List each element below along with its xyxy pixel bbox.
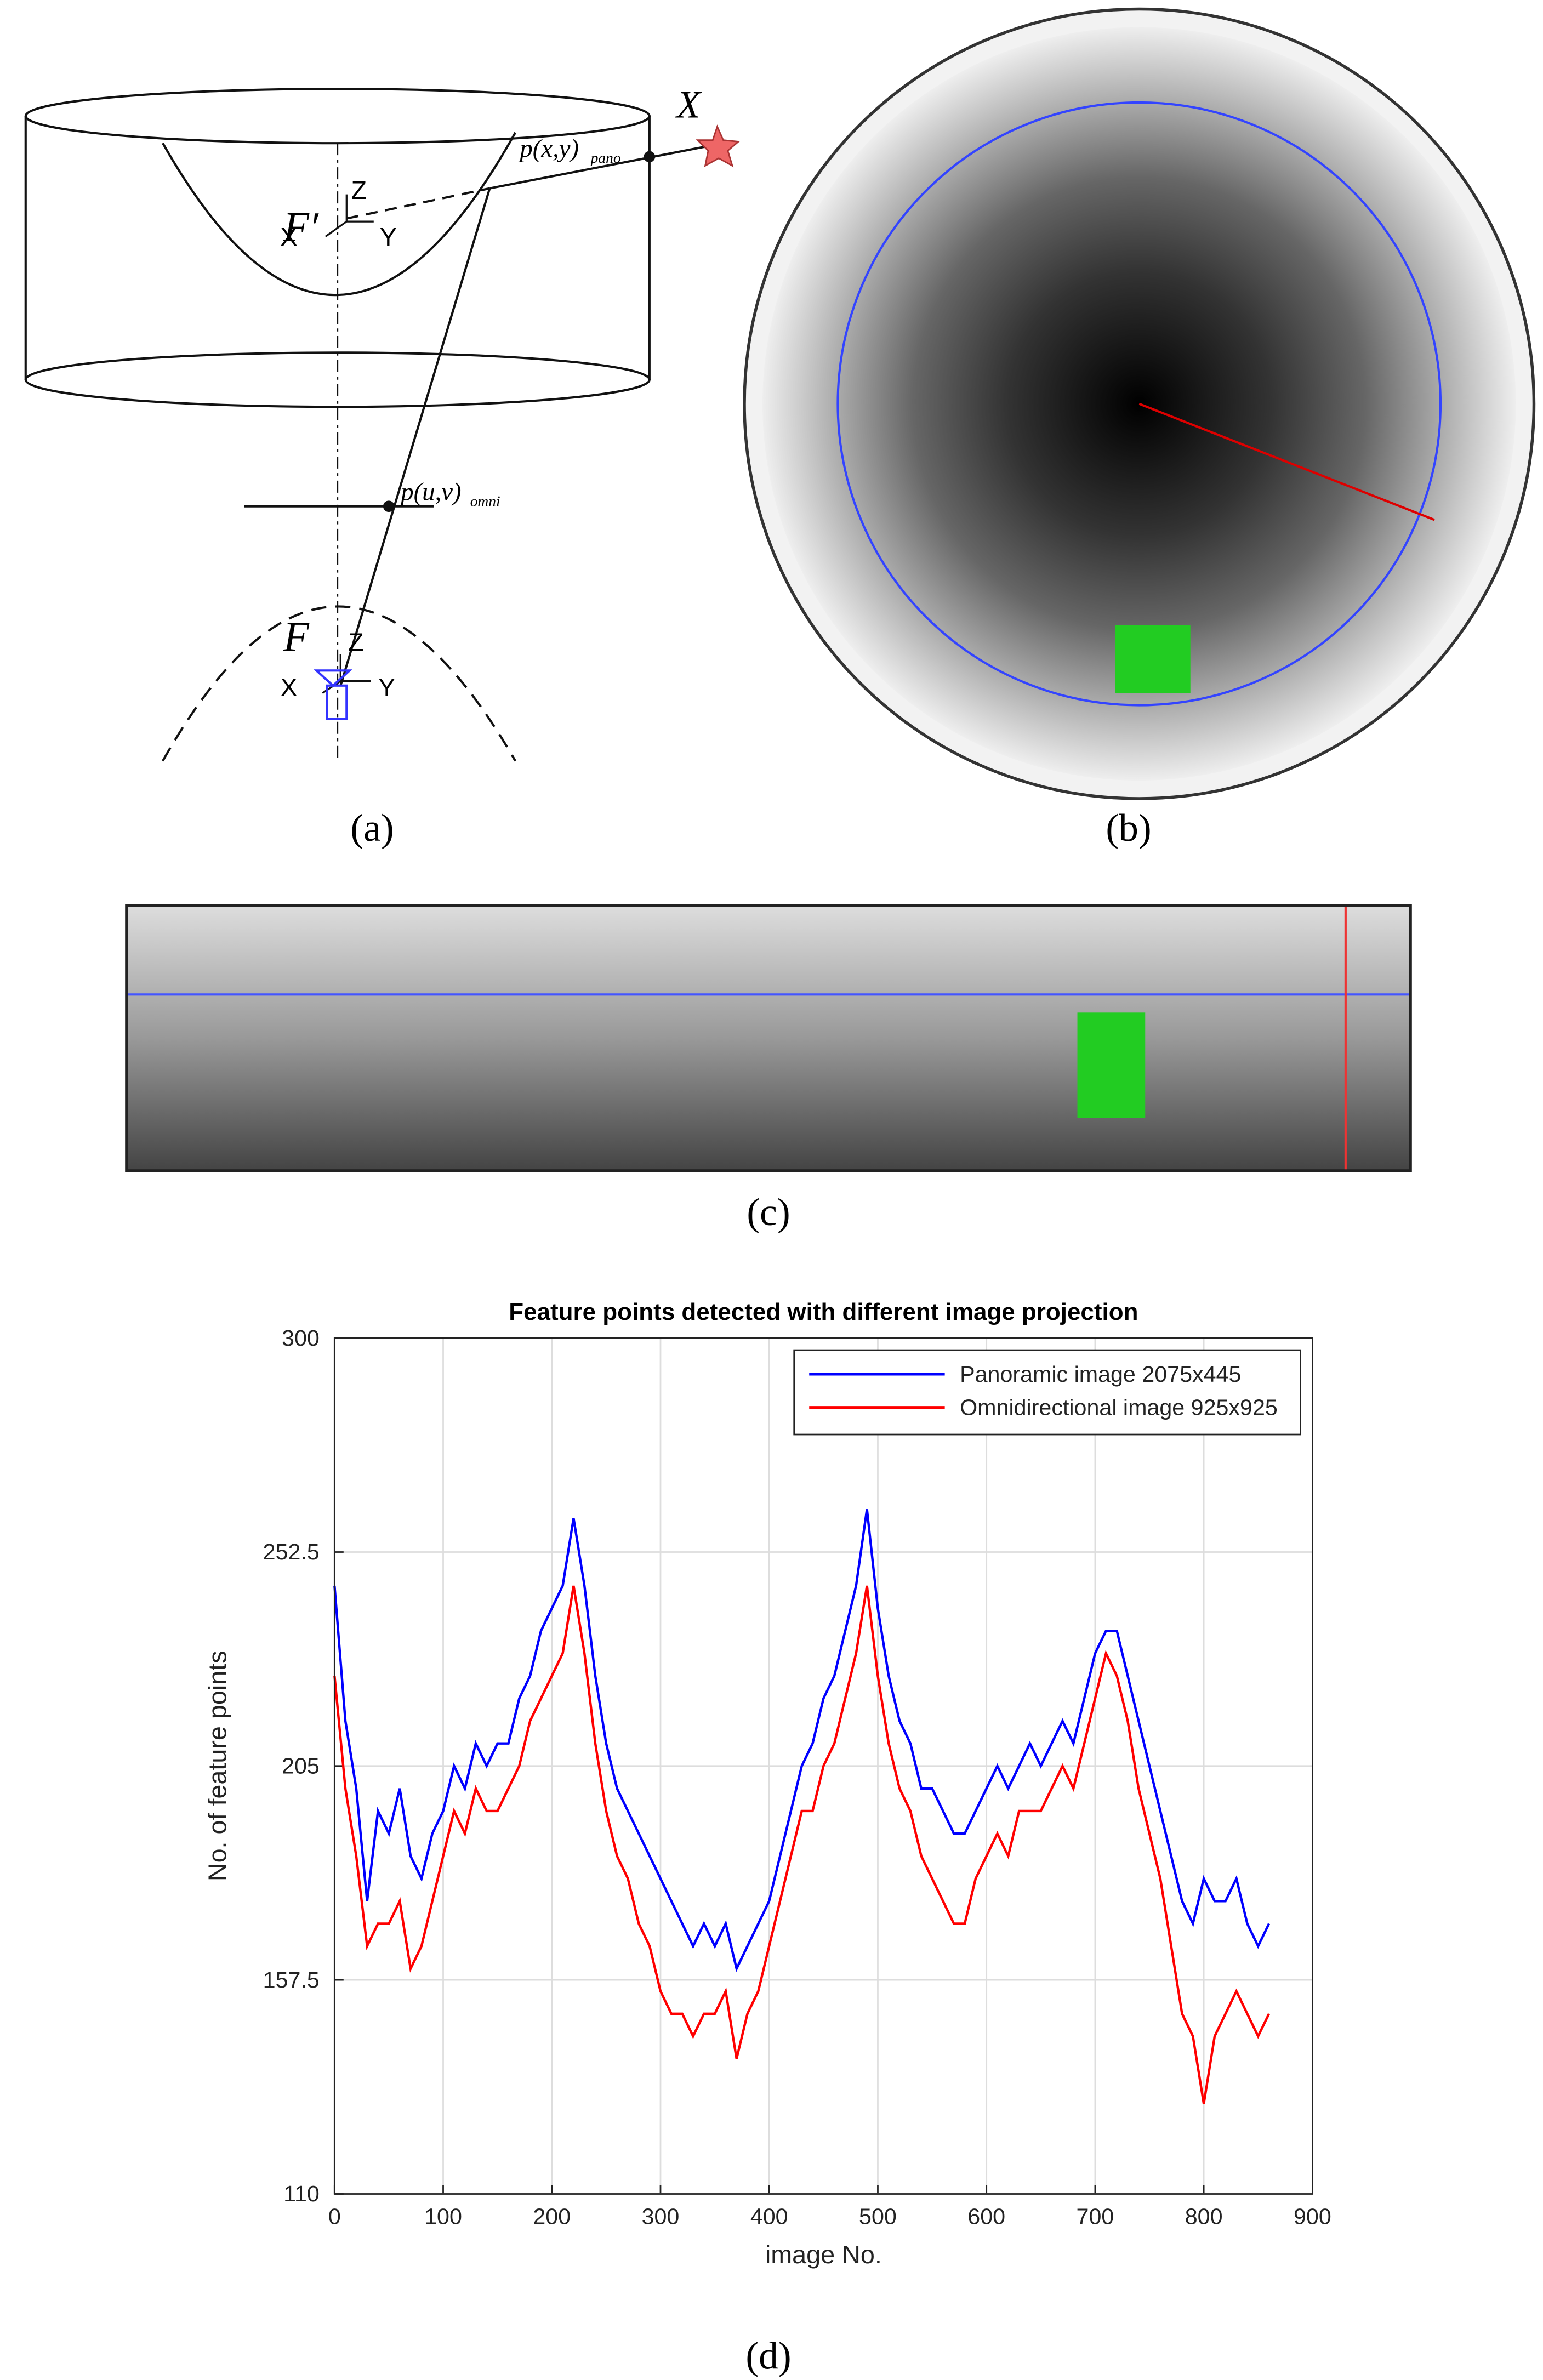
- x-tick-label: 500: [859, 2204, 897, 2229]
- point: [383, 500, 395, 512]
- caption: (d): [745, 2334, 791, 2377]
- diagram: [24, 88, 741, 762]
- focus-label: F′: [283, 203, 319, 250]
- x-tick-label: 400: [750, 2204, 788, 2229]
- series-line: [333, 1585, 1271, 2104]
- lower-mirror: [162, 605, 516, 762]
- y-tick-label: 252.5: [263, 1539, 320, 1564]
- star: [696, 124, 741, 168]
- x-axis-label: image No.: [765, 2240, 882, 2269]
- axis-label: Y: [380, 223, 397, 251]
- y-axis-label: No. of feature points: [203, 1650, 231, 1881]
- axis-label: Z: [348, 628, 364, 657]
- chart-title: Feature points detected with different i…: [509, 1299, 1138, 1325]
- subscript: pano: [590, 150, 621, 166]
- y-tick-label: 300: [282, 1325, 320, 1351]
- mirror: [162, 132, 516, 297]
- subscript: omni: [470, 493, 500, 510]
- axis-label: Z: [351, 176, 367, 204]
- y-tick-label: 110: [283, 2181, 320, 2206]
- x-tick-label: 300: [642, 2204, 680, 2229]
- axes: [324, 194, 374, 237]
- ray: [346, 187, 490, 220]
- point-label: p(x,y): [518, 134, 579, 163]
- omni-image: [743, 7, 1536, 800]
- blue-circle: [836, 101, 1442, 707]
- point-label: p(u,v): [399, 478, 461, 506]
- axis-label: X: [280, 223, 297, 251]
- pano-photo: [125, 904, 1412, 1172]
- x-tick-label: 200: [533, 2204, 571, 2229]
- x-tick-label: 600: [967, 2204, 1005, 2229]
- legend-label: Panoramic image 2075x445: [960, 1362, 1241, 1387]
- x-tick-label: 0: [328, 2204, 341, 2229]
- y-tick-label: 157.5: [263, 1967, 320, 1992]
- axis-label: X: [280, 673, 297, 702]
- camera: [326, 684, 348, 720]
- point: [644, 151, 656, 163]
- point-label: X: [675, 83, 702, 126]
- ray: [339, 188, 491, 686]
- pano-image: [125, 904, 1412, 1172]
- legend-box: [793, 1349, 1301, 1436]
- y-tick-label: 205: [282, 1753, 320, 1779]
- chart: 0 100 200 300 400 500 600 700 800 900 110 157.5 205 2…: [203, 1299, 1331, 2269]
- x-tick-label: 100: [424, 2204, 462, 2229]
- caption: (a): [350, 806, 394, 850]
- red-ray: [1138, 402, 1435, 521]
- caption: (c): [747, 1191, 790, 1234]
- legend-label: Omnidirectional image 925x925: [960, 1394, 1278, 1420]
- axes: [322, 654, 371, 694]
- caption: (b): [1106, 806, 1151, 850]
- checkerboard: [1115, 625, 1191, 693]
- checkerboard: [1077, 1012, 1146, 1118]
- plot-frame: [333, 1337, 1313, 2195]
- x-tick-label: 700: [1077, 2204, 1114, 2229]
- series-line: [333, 1509, 1271, 1973]
- focus-label: F: [283, 613, 310, 661]
- ray: [489, 143, 716, 190]
- camera: [313, 669, 353, 687]
- axis-label: Y: [378, 673, 395, 702]
- x-tick-label: 900: [1294, 2204, 1331, 2229]
- x-tick-label: 800: [1185, 2204, 1223, 2229]
